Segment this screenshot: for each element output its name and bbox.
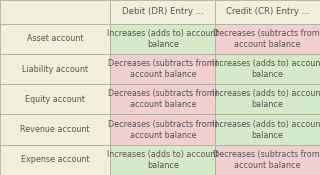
Text: Equity account: Equity account bbox=[25, 95, 85, 104]
Bar bbox=[0, 114, 110, 145]
Bar bbox=[0, 54, 110, 84]
Bar bbox=[0, 84, 110, 114]
Text: Decreases (subtracts from)
account balance: Decreases (subtracts from) account balan… bbox=[108, 59, 218, 79]
Bar bbox=[215, 145, 320, 175]
Bar bbox=[0, 24, 110, 54]
Text: Asset account: Asset account bbox=[27, 34, 84, 43]
Bar bbox=[110, 54, 215, 84]
Text: Increases (adds to) account
balance: Increases (adds to) account balance bbox=[212, 89, 320, 109]
Text: Debit (DR) Entry ...: Debit (DR) Entry ... bbox=[122, 7, 204, 16]
Bar bbox=[110, 145, 215, 175]
Bar bbox=[215, 84, 320, 114]
Bar bbox=[110, 114, 215, 145]
Bar bbox=[215, 54, 320, 84]
Text: Increases (adds to) account
balance: Increases (adds to) account balance bbox=[107, 29, 219, 49]
Bar bbox=[215, 0, 320, 24]
Text: Decreases (subtracts from)
account balance: Decreases (subtracts from) account balan… bbox=[213, 150, 320, 170]
Text: Decreases (subtracts from)
account balance: Decreases (subtracts from) account balan… bbox=[213, 29, 320, 49]
Bar bbox=[215, 114, 320, 145]
Bar bbox=[215, 24, 320, 54]
Bar bbox=[0, 145, 110, 175]
Bar bbox=[110, 84, 215, 114]
Bar bbox=[0, 0, 110, 24]
Text: Decreases (subtracts from)
account balance: Decreases (subtracts from) account balan… bbox=[108, 120, 218, 140]
Text: Expense account: Expense account bbox=[21, 155, 90, 164]
Text: Credit (CR) Entry ...: Credit (CR) Entry ... bbox=[226, 7, 309, 16]
Bar bbox=[110, 0, 215, 24]
Text: Liability account: Liability account bbox=[22, 65, 88, 74]
Text: Increases (adds to) account
balance: Increases (adds to) account balance bbox=[212, 120, 320, 140]
Text: Revenue account: Revenue account bbox=[20, 125, 90, 134]
Text: Increases (adds to) account
balance: Increases (adds to) account balance bbox=[212, 59, 320, 79]
Text: Decreases (subtracts from)
account balance: Decreases (subtracts from) account balan… bbox=[108, 89, 218, 109]
Text: Increases (adds to) account
balance: Increases (adds to) account balance bbox=[107, 150, 219, 170]
Bar bbox=[110, 24, 215, 54]
